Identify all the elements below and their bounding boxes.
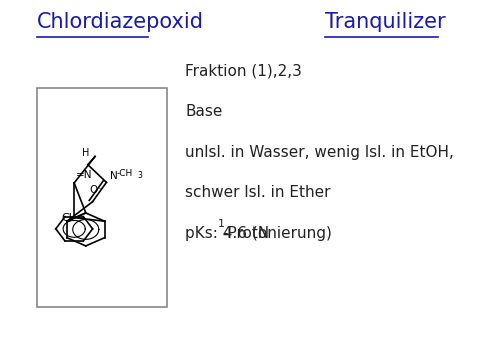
- Text: -Protonierung): -Protonierung): [222, 226, 332, 241]
- Text: N: N: [110, 170, 118, 181]
- Text: Cl: Cl: [61, 213, 72, 223]
- Text: O: O: [90, 185, 98, 195]
- Text: ⁻: ⁻: [98, 186, 102, 195]
- Text: -CH: -CH: [116, 169, 133, 178]
- Text: H: H: [82, 148, 89, 158]
- Text: 3: 3: [138, 171, 142, 180]
- Text: schwer lsl. in Ether: schwer lsl. in Ether: [186, 185, 331, 200]
- Text: Tranquilizer: Tranquilizer: [324, 12, 445, 32]
- Text: =N: =N: [76, 170, 92, 180]
- Bar: [37, 88, 167, 307]
- Text: pKs: 4.6 (N: pKs: 4.6 (N: [186, 226, 270, 241]
- Text: Base: Base: [186, 104, 223, 119]
- Text: Chlordiazepoxid: Chlordiazepoxid: [37, 12, 204, 32]
- Text: Fraktion (1),2,3: Fraktion (1),2,3: [186, 64, 302, 78]
- Text: 1: 1: [218, 219, 224, 229]
- Text: unlsl. in Wasser, wenig lsl. in EtOH,: unlsl. in Wasser, wenig lsl. in EtOH,: [186, 145, 454, 160]
